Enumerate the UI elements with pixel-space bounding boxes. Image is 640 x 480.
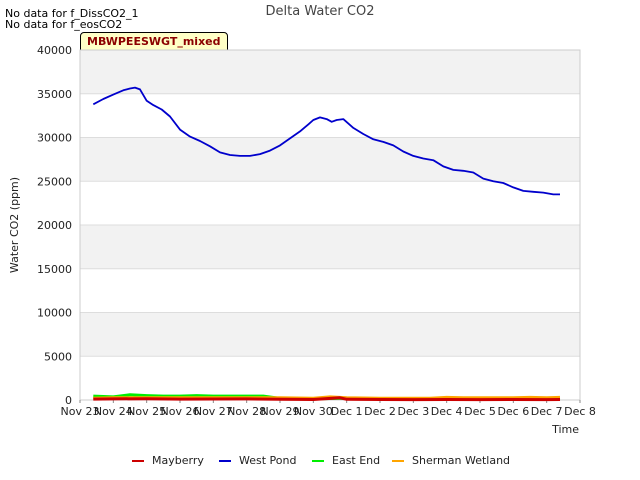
no-data-message-2: No data for f_eosCO2 <box>5 18 123 31</box>
x-tick-label: Dec 2 <box>364 405 396 418</box>
x-tick-label: Dec 3 <box>397 405 429 418</box>
legend-swatch-west-pond <box>219 459 231 462</box>
plot-band <box>80 356 580 400</box>
x-tick-label: Nov 27 <box>194 405 233 418</box>
legend-label-west-pond: West Pond <box>239 454 297 467</box>
plot-band <box>80 93 580 138</box>
legend-label-sherman-wetland: Sherman Wetland <box>412 454 511 467</box>
x-tick-label: Nov 28 <box>227 405 266 418</box>
x-tick-label: Nov 24 <box>94 405 133 418</box>
legend-swatch-mayberry <box>132 459 144 462</box>
plot-band <box>80 137 580 182</box>
series-line-west-pond <box>92 86 560 196</box>
site-badge: MBWPEESWGT_mixed <box>80 32 228 51</box>
no-data-message-1: No data for f_DissCO2_1 <box>5 7 139 20</box>
y-tick-label: 15000 <box>37 263 72 276</box>
legend-label-east-end: East End <box>332 454 381 467</box>
x-tick-label: Nov 25 <box>127 405 166 418</box>
chart-title: Delta Water CO2 <box>265 4 375 19</box>
x-tick-label: Nov 29 <box>261 405 300 418</box>
x-tick-label: Dec 8 <box>564 405 596 418</box>
x-axis-label: Time <box>551 423 579 436</box>
legend-swatch-east-end <box>312 459 324 462</box>
legend-swatch-sherman-wetland <box>392 459 404 462</box>
y-tick-label: 5000 <box>44 350 72 363</box>
plot-band <box>80 50 580 94</box>
legend-item-east-end: East End <box>312 454 380 467</box>
x-tick-label: Nov 30 <box>294 405 333 418</box>
y-tick-label: 0 <box>65 394 72 407</box>
legend-label-mayberry: Mayberry <box>152 454 204 467</box>
x-tick-label: Dec 4 <box>431 405 463 418</box>
plot-band <box>80 181 580 225</box>
series-line-mayberry <box>93 396 561 402</box>
plot-band <box>80 268 580 313</box>
y-tick-label: 35000 <box>37 88 72 101</box>
y-axis-label: Water CO2 (ppm) <box>8 177 21 273</box>
legend-item-sherman-wetland: Sherman Wetland <box>392 454 510 467</box>
x-tick-label: Nov 26 <box>161 405 200 418</box>
y-tick-label: 10000 <box>37 307 72 320</box>
x-tick-label: Dec 7 <box>531 405 563 418</box>
x-tick-label: Dec 6 <box>497 405 529 418</box>
y-tick-label: 25000 <box>37 175 72 188</box>
y-tick-label: 40000 <box>37 44 72 57</box>
x-tick-label: Nov 23 <box>61 405 100 418</box>
x-tick-label: Dec 1 <box>331 405 363 418</box>
plot-band <box>80 312 580 357</box>
y-tick-label: 20000 <box>37 219 72 232</box>
plot-band <box>80 225 580 269</box>
legend-item-mayberry: Mayberry <box>132 454 204 467</box>
y-tick-label: 30000 <box>37 132 72 145</box>
legend-item-west-pond: West Pond <box>219 454 296 467</box>
x-tick-label: Dec 5 <box>464 405 496 418</box>
